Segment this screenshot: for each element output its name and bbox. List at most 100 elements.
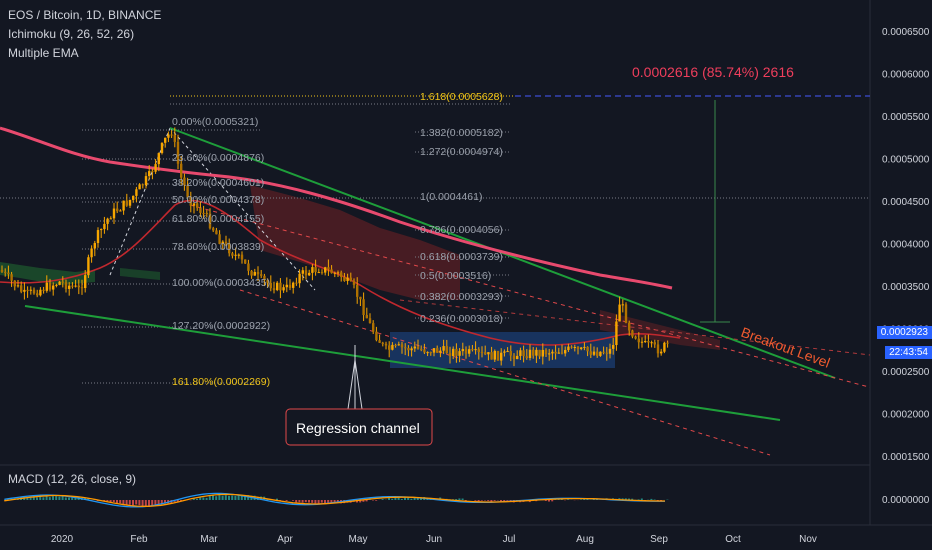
candle-body bbox=[295, 282, 298, 284]
candle-body bbox=[192, 203, 196, 206]
candle-body bbox=[260, 274, 263, 276]
macd-histogram-bar bbox=[208, 496, 211, 500]
candle-body bbox=[400, 344, 404, 348]
candle-body bbox=[439, 350, 442, 353]
macd-histogram-bar bbox=[276, 498, 278, 500]
fib-left-label: 61.80%(0.0004155) bbox=[172, 213, 264, 225]
candle-body bbox=[10, 274, 13, 281]
macd-histogram-bar bbox=[311, 500, 314, 503]
candle-body bbox=[554, 351, 557, 354]
fib-left-label: 23.60%(0.0004876) bbox=[172, 152, 264, 164]
macd-histogram-bar bbox=[68, 497, 70, 500]
candle-body bbox=[279, 282, 282, 291]
macd-histogram-bar bbox=[461, 498, 464, 500]
candle-body bbox=[39, 289, 42, 296]
macd-histogram-bar bbox=[71, 497, 74, 500]
candle-body bbox=[64, 282, 68, 289]
candle-body bbox=[480, 351, 484, 353]
candle-body bbox=[650, 342, 653, 344]
candle-body bbox=[285, 284, 288, 288]
candle-body bbox=[602, 351, 605, 353]
macd-axis-tick: 0.0000000 bbox=[882, 495, 930, 506]
candle-body bbox=[90, 248, 93, 258]
candle-body bbox=[212, 228, 215, 231]
candle-body bbox=[637, 338, 640, 343]
macd-histogram-bar bbox=[292, 500, 294, 501]
candle-body bbox=[586, 346, 589, 352]
macd-histogram-bar bbox=[391, 498, 394, 500]
candle-body bbox=[490, 352, 493, 360]
candle-body bbox=[592, 351, 596, 355]
candle-body bbox=[528, 349, 532, 359]
candle-body bbox=[122, 200, 125, 211]
macd-histogram-bar bbox=[356, 500, 358, 503]
x-axis-tick: Nov bbox=[799, 534, 817, 545]
candle-body bbox=[45, 282, 48, 291]
macd-histogram-bar bbox=[477, 500, 480, 502]
macd-histogram-bar bbox=[128, 500, 131, 505]
macd-histogram-bar bbox=[413, 497, 416, 500]
candle-body bbox=[327, 267, 330, 270]
y-axis-tick: 0.0001500 bbox=[882, 452, 930, 463]
candle-body bbox=[656, 344, 660, 354]
candle-body bbox=[506, 351, 509, 353]
macd-histogram-bar bbox=[279, 500, 282, 501]
macd-histogram-bar bbox=[58, 496, 61, 500]
candle-body bbox=[388, 345, 391, 350]
x-axis-tick: Oct bbox=[725, 534, 741, 545]
candle-body bbox=[384, 343, 388, 346]
candle-body bbox=[487, 352, 490, 355]
macd-histogram-bar bbox=[359, 500, 362, 503]
candle-body bbox=[180, 163, 183, 178]
fib-extension-lines bbox=[0, 103, 870, 319]
candle-body bbox=[560, 352, 564, 354]
candle-body bbox=[269, 282, 272, 289]
candle-body bbox=[445, 346, 448, 354]
candle-body bbox=[394, 344, 397, 346]
candle-body bbox=[484, 352, 487, 355]
candle-body bbox=[160, 142, 164, 154]
macd-histogram-bar bbox=[388, 498, 390, 500]
channel-inner-upper bbox=[189, 204, 870, 388]
candle-body bbox=[119, 210, 122, 212]
candle-body bbox=[442, 346, 445, 351]
candle-body bbox=[432, 348, 436, 353]
candle-body bbox=[132, 195, 135, 200]
macd-histogram-bar bbox=[234, 496, 237, 500]
fib-right-label: 0.786(0.0004056) bbox=[420, 224, 503, 236]
candle-body bbox=[231, 253, 234, 256]
ichimoku-cloud-green-2 bbox=[120, 268, 160, 280]
macd-histogram-bar bbox=[624, 498, 627, 500]
candle-body bbox=[167, 134, 170, 138]
candle-body bbox=[292, 282, 295, 288]
candle-body bbox=[202, 212, 205, 214]
candle-body bbox=[583, 346, 586, 348]
candle-body bbox=[228, 243, 231, 254]
candle-body bbox=[605, 352, 608, 354]
candle-body bbox=[628, 322, 631, 331]
macd-histogram-bar bbox=[164, 500, 166, 504]
macd-histogram-bar bbox=[52, 496, 54, 500]
candle-body bbox=[404, 347, 407, 349]
candle-body bbox=[74, 285, 77, 287]
y-axis-tick: 0.0006000 bbox=[882, 70, 930, 81]
candle-body bbox=[580, 347, 583, 349]
macd-histogram-bar bbox=[196, 498, 198, 500]
y-axis-tick: 0.0002000 bbox=[882, 410, 930, 421]
y-axis-tick: 0.0002500 bbox=[882, 367, 930, 378]
candle-body bbox=[621, 304, 624, 306]
macd-histogram-bar bbox=[109, 500, 112, 503]
fib-right-label: 0.5(0.0003516) bbox=[420, 270, 491, 282]
macd-histogram-bar bbox=[122, 500, 125, 506]
macd-histogram-bar bbox=[240, 495, 243, 500]
candle-body bbox=[263, 275, 266, 281]
candle-body bbox=[0, 270, 4, 272]
candle-body bbox=[343, 276, 346, 282]
macd-histogram-bar bbox=[400, 499, 403, 500]
macd-histogram-bar bbox=[199, 497, 202, 500]
candle-body bbox=[464, 349, 468, 354]
macd-histogram-bar bbox=[215, 496, 218, 500]
candle-body bbox=[221, 241, 224, 244]
candle-body bbox=[106, 218, 109, 224]
macd-histogram-bar bbox=[407, 497, 410, 500]
